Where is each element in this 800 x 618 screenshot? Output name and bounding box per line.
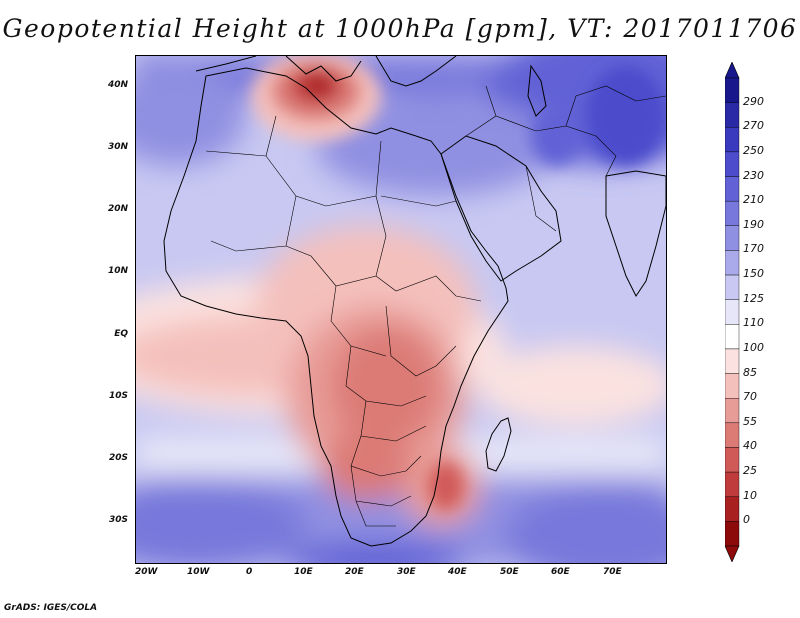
lat-label-40n: 40N	[107, 80, 128, 90]
legend-swatch	[724, 447, 740, 473]
lat-label-20n: 20N	[107, 204, 128, 214]
legend-level-label: 40	[743, 439, 757, 453]
legend-swatch	[724, 398, 740, 424]
lon-label-40e: 40E	[448, 567, 467, 577]
legend-level-label: 125	[743, 291, 764, 305]
legend-swatch	[724, 77, 740, 103]
legend-level-label: 230	[743, 168, 764, 182]
lat-label-eq: EQ	[114, 329, 128, 339]
legend-swatch	[724, 274, 740, 300]
legend-arrow-top	[724, 61, 740, 79]
legend-level-label: 170	[743, 242, 764, 256]
legend-level-label: 55	[743, 414, 757, 428]
india-coastline	[605, 170, 666, 297]
legend-swatch	[724, 102, 740, 128]
legend-swatch	[724, 200, 740, 226]
lat-label-20s: 20S	[108, 453, 128, 463]
legend-swatch	[724, 422, 740, 448]
legend-swatch	[724, 225, 740, 251]
legend-level-label: 290	[743, 94, 764, 108]
lon-label-10w: 10W	[187, 567, 210, 577]
lat-label-30n: 30N	[107, 142, 128, 152]
legend-level-label: 110	[743, 316, 764, 330]
legend-swatch	[724, 324, 740, 350]
caspian-sea	[527, 64, 547, 117]
lon-label-20w: 20W	[135, 567, 158, 577]
legend-swatch	[724, 471, 740, 497]
madagascar-coastline	[485, 417, 512, 472]
legend-level-label: 25	[743, 464, 757, 478]
map-title: Geopotential Height at 1000hPa [gpm], VT…	[2, 14, 798, 43]
lon-label-0: 0	[246, 567, 253, 577]
legend-swatch	[724, 127, 740, 153]
lat-label-10s: 10S	[108, 391, 128, 401]
arabia-coastline	[440, 135, 562, 282]
legend-swatch	[724, 496, 740, 522]
legend-swatch	[724, 250, 740, 276]
legend-swatch	[724, 348, 740, 374]
lon-label-10e: 10E	[294, 567, 313, 577]
grads-credit: GrADS: IGES/COLA	[4, 603, 98, 613]
legend-level-label: 250	[743, 143, 764, 157]
legend-level-label: 190	[743, 217, 764, 231]
lon-label-60e: 60E	[551, 567, 570, 577]
legend-level-label: 270	[743, 119, 764, 133]
legend-arrow-bottom	[724, 545, 740, 563]
legend-level-label: 150	[743, 267, 764, 281]
lat-label-30s: 30S	[108, 515, 128, 525]
map-panel	[135, 55, 667, 564]
color-legend: 290 270 250 230 210 190 170 150 125 110 100 85 70 55 4…	[724, 61, 795, 563]
legend-swatch	[724, 176, 740, 202]
legend-level-label: 0	[743, 513, 750, 527]
country-borders	[205, 85, 666, 527]
legend-level-label: 210	[743, 193, 764, 207]
legend-colorbar	[724, 61, 740, 563]
legend-level-label: 70	[743, 390, 757, 404]
legend-swatch	[724, 521, 740, 547]
europe-coastline	[195, 56, 457, 87]
legend-level-label: 100	[743, 340, 764, 354]
legend-swatch	[724, 151, 740, 177]
legend-swatch	[724, 373, 740, 399]
lon-label-70e: 70E	[603, 567, 622, 577]
lon-label-50e: 50E	[500, 567, 519, 577]
africa-coastline	[163, 67, 509, 547]
lon-label-20e: 20E	[345, 567, 364, 577]
lon-label-30e: 30E	[397, 567, 416, 577]
legend-swatch	[724, 299, 740, 325]
legend-level-label: 10	[743, 488, 757, 502]
map-canvas	[136, 56, 666, 563]
lat-label-10n: 10N	[107, 266, 128, 276]
legend-level-label: 85	[743, 365, 757, 379]
